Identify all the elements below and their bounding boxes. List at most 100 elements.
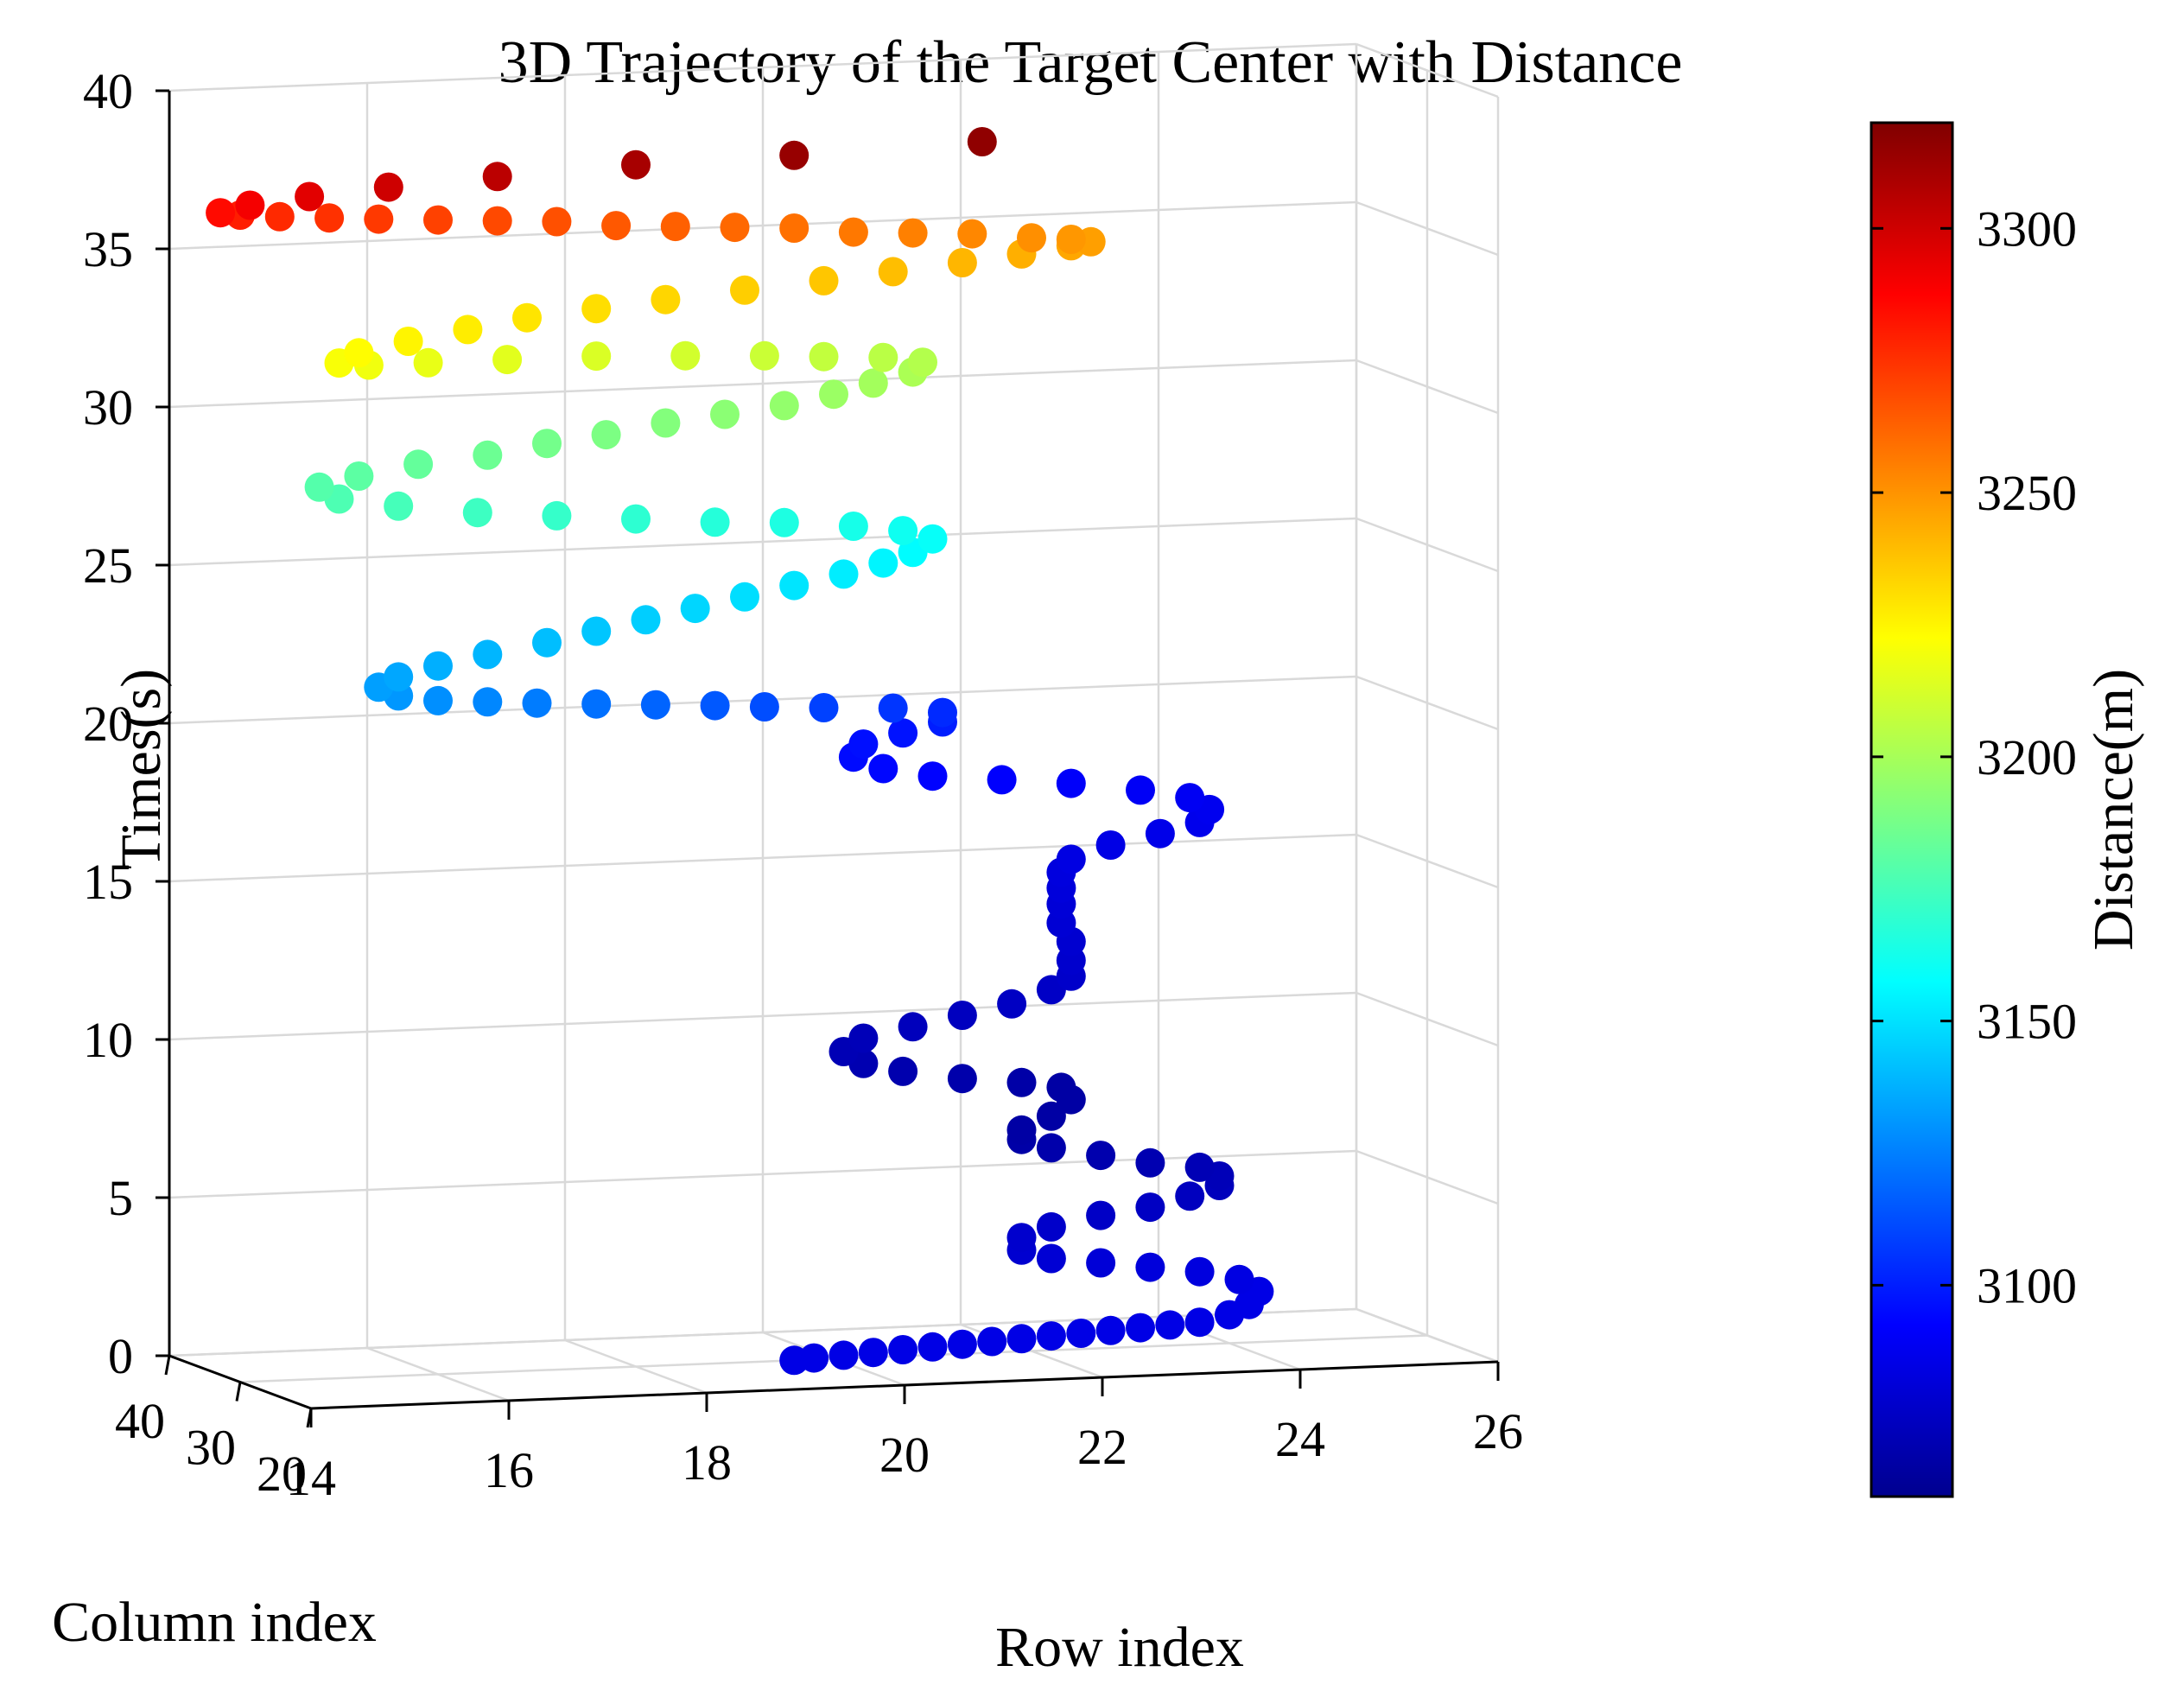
data-point <box>473 687 503 717</box>
data-point <box>482 162 512 192</box>
data-point <box>384 491 414 521</box>
data-point <box>917 1332 948 1362</box>
data-point <box>403 449 434 480</box>
colorbar-tick-label: 3250 <box>1977 465 2077 521</box>
data-point <box>1036 1211 1066 1242</box>
data-point <box>532 627 562 658</box>
data-point <box>581 341 612 372</box>
data-point <box>1184 1152 1215 1182</box>
data-point <box>1017 223 1046 253</box>
x-tick-label: 22 <box>1077 1419 1127 1475</box>
y-tick-label: 40 <box>115 1393 165 1449</box>
data-point <box>542 207 572 237</box>
x-tick-label: 26 <box>1473 1403 1523 1459</box>
x-tick-label: 16 <box>484 1442 534 1498</box>
data-point <box>1036 1321 1066 1351</box>
colorbar-tick-label: 3200 <box>1977 729 2077 785</box>
data-point <box>730 275 759 305</box>
data-point <box>947 1064 977 1094</box>
data-point <box>888 516 918 546</box>
data-point <box>1086 1141 1116 1171</box>
data-point <box>344 338 374 368</box>
data-point <box>749 692 779 722</box>
data-point <box>462 498 492 528</box>
data-point <box>1095 830 1126 860</box>
data-point <box>364 204 394 234</box>
z-tick-label: 35 <box>83 221 133 277</box>
data-point <box>532 429 562 459</box>
z-tick-label: 20 <box>83 696 133 752</box>
data-point <box>819 379 848 410</box>
data-point <box>1145 818 1175 849</box>
data-point <box>858 368 888 398</box>
data-point <box>384 662 414 692</box>
data-point <box>621 149 651 180</box>
data-point <box>917 524 948 554</box>
grid-line-side-horizontal <box>1355 517 1499 573</box>
data-point <box>829 1340 859 1370</box>
data-point <box>779 140 809 170</box>
data-point <box>977 1326 1007 1357</box>
data-point <box>670 340 701 371</box>
data-point <box>423 685 453 715</box>
data-point <box>522 688 552 718</box>
data-point <box>344 461 374 491</box>
data-point <box>581 616 612 646</box>
z-tick-label: 0 <box>108 1328 133 1384</box>
colorbar-ticks: 3100 3150 3200 3250 3300 <box>1871 200 2077 1313</box>
y-tick-label: 20 <box>257 1446 307 1502</box>
data-point <box>1086 1200 1116 1230</box>
y-tick-mark <box>306 1408 313 1428</box>
grid-line-side-horizontal <box>1355 359 1499 415</box>
data-point <box>1224 1264 1254 1294</box>
data-point <box>1135 1252 1165 1282</box>
data-point <box>423 205 453 235</box>
data-point <box>473 440 503 470</box>
data-point <box>809 693 839 722</box>
data-point <box>1056 225 1086 254</box>
data-point <box>1155 1310 1185 1340</box>
data-point <box>720 213 750 243</box>
data-point <box>779 213 809 243</box>
data-point <box>314 203 345 233</box>
data-point <box>749 340 779 371</box>
data-point <box>848 729 879 760</box>
z-tick-label: 40 <box>83 63 133 119</box>
data-point <box>1006 1324 1037 1354</box>
grid-line-back-horizontal <box>168 991 1357 1041</box>
data-point <box>1135 1192 1165 1223</box>
grid-layer <box>168 42 1500 1410</box>
data-points <box>206 127 1274 1376</box>
data-point <box>1175 1181 1205 1211</box>
data-point <box>295 181 325 212</box>
data-point <box>482 206 512 236</box>
data-point <box>1036 1101 1066 1131</box>
data-point <box>1036 1243 1066 1274</box>
data-point <box>710 399 740 429</box>
data-point <box>393 327 423 356</box>
data-point <box>473 639 503 670</box>
data-point <box>809 265 839 296</box>
data-point <box>838 512 868 541</box>
data-point <box>878 693 908 723</box>
colorbar-tick-label: 3150 <box>1977 994 2077 1050</box>
data-point <box>512 302 542 333</box>
z-tick-label: 15 <box>83 854 133 910</box>
data-point <box>453 315 483 345</box>
data-point <box>898 218 928 248</box>
y-axis-title: Column index <box>52 1591 377 1654</box>
data-point <box>888 1056 918 1086</box>
grid-line-back-horizontal <box>168 359 1357 409</box>
data-point <box>621 504 651 534</box>
data-point <box>1056 844 1086 874</box>
data-point <box>1175 783 1205 813</box>
data-point <box>868 753 898 784</box>
data-point <box>304 472 334 502</box>
data-point <box>206 198 236 228</box>
data-point <box>947 1329 977 1359</box>
colorbar-tick-label: 3300 <box>1977 200 2077 257</box>
data-point <box>1006 1115 1037 1145</box>
z-tick-label: 10 <box>83 1012 133 1068</box>
data-point <box>373 172 403 202</box>
